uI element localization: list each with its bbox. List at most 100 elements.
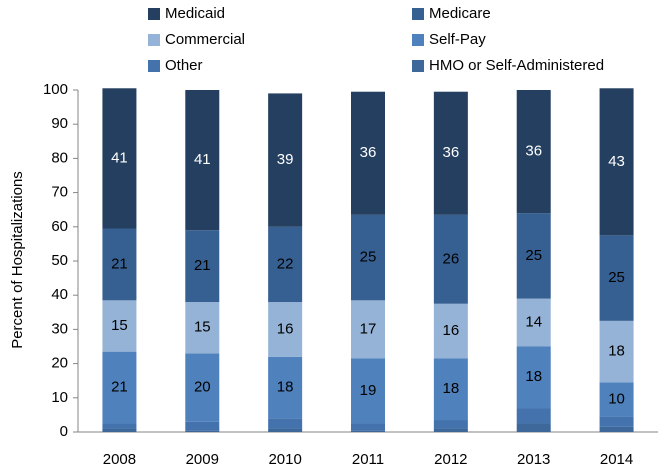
x-tick-label: 2008: [103, 451, 136, 468]
data-label: 36: [525, 143, 542, 160]
data-label: 41: [194, 151, 211, 168]
bar-segment: [102, 423, 137, 429]
bar-segment: [516, 346, 551, 409]
data-label: 15: [194, 319, 211, 336]
data-label: 25: [608, 269, 625, 286]
bar-segment: [433, 358, 468, 421]
bar-segment: [268, 418, 303, 429]
bar-segment: [185, 421, 220, 431]
legend-swatch: [148, 8, 160, 20]
bar-segment: [102, 228, 137, 301]
bar-segment: [599, 235, 634, 321]
legend-swatch: [148, 34, 160, 46]
data-label: 25: [360, 249, 377, 266]
data-label: 19: [360, 382, 377, 399]
legend-swatch: [412, 60, 424, 72]
bar-segment: [516, 90, 551, 214]
legend-swatch: [412, 34, 424, 46]
y-tick-label: 0: [60, 423, 68, 440]
legend-label: Other: [165, 57, 203, 74]
bar-segment: [102, 428, 137, 432]
bar-segment: [351, 423, 385, 431]
bar-segment: [102, 300, 137, 352]
x-tick-label: 2013: [517, 451, 550, 468]
bar-segment: [185, 302, 220, 354]
y-tick-label: 40: [51, 286, 68, 303]
y-tick-label: 80: [51, 149, 68, 166]
data-label: 43: [608, 153, 625, 170]
data-label: 36: [443, 144, 460, 161]
y-tick-label: 30: [51, 320, 68, 337]
bar-segment: [268, 428, 303, 432]
bar-segment: [268, 302, 303, 357]
legend-label: Medicare: [429, 5, 491, 22]
bar-segment: [351, 91, 385, 215]
bar-segment: [185, 430, 220, 432]
bar-segment: [599, 88, 634, 236]
data-label: 18: [443, 380, 460, 397]
y-tick-label: 10: [51, 389, 68, 406]
bar-segment: [599, 320, 634, 383]
y-tick-label: 70: [51, 184, 68, 201]
bar-segment: [433, 303, 468, 359]
data-label: 21: [194, 257, 211, 274]
legend-label: Self-Pay: [429, 31, 486, 48]
data-label: 22: [277, 255, 294, 272]
bar-segment: [102, 88, 137, 229]
data-label: 26: [443, 250, 460, 267]
data-label: 16: [443, 322, 460, 339]
bar-segment: [351, 358, 385, 424]
bar-segment: [433, 428, 468, 432]
bar-segment: [433, 91, 468, 215]
bar-segment: [268, 356, 303, 419]
y-tick-label: 50: [51, 252, 68, 269]
data-label: 18: [525, 368, 542, 385]
data-label: 41: [111, 149, 128, 166]
data-label: 36: [360, 144, 377, 161]
data-label: 18: [277, 379, 294, 396]
legend-label: Medicaid: [165, 5, 225, 22]
bar-segment: [516, 213, 551, 299]
legend-swatch: [412, 8, 424, 20]
bar-segment: [351, 300, 385, 359]
data-label: 25: [525, 247, 542, 264]
data-label: 39: [277, 151, 294, 168]
legend-label: HMO or Self-Administered: [429, 57, 604, 74]
x-tick-label: 2011: [352, 451, 384, 468]
bar-segment: [599, 426, 634, 432]
x-tick-label: 2010: [268, 451, 301, 468]
bar-segment: [268, 226, 303, 303]
bar-segment: [599, 416, 634, 427]
bar-segment: [433, 214, 468, 304]
data-label: 20: [194, 379, 211, 396]
bar-segment: [268, 93, 303, 227]
data-label: 21: [111, 379, 128, 396]
x-tick-label: 2014: [600, 451, 633, 468]
bar-segment: [185, 230, 220, 303]
bar-segment: [185, 353, 220, 422]
legend-swatch: [148, 60, 160, 72]
data-label: 21: [111, 255, 128, 272]
data-label: 18: [608, 343, 625, 360]
legend-label: Commercial: [165, 31, 245, 48]
x-tick-label: 2009: [186, 451, 219, 468]
data-label: 10: [608, 390, 625, 407]
bar-segment: [516, 423, 551, 432]
data-label: 16: [277, 320, 294, 337]
bar-segment: [516, 298, 551, 347]
data-label: 15: [111, 317, 128, 334]
y-tick-label: 60: [51, 218, 68, 235]
bar-segment: [516, 408, 551, 424]
bar-segment: [433, 420, 468, 429]
y-tick-label: 100: [43, 81, 68, 98]
y-tick-label: 20: [51, 355, 68, 372]
bar-segment: [351, 430, 385, 432]
bar-segment: [185, 90, 220, 231]
y-axis-title: Percent of Hospitalizations: [9, 171, 26, 349]
bar-segment: [102, 351, 137, 424]
y-tick-label: 90: [51, 115, 68, 132]
x-tick-label: 2012: [434, 451, 467, 468]
bar-segment: [599, 382, 634, 417]
